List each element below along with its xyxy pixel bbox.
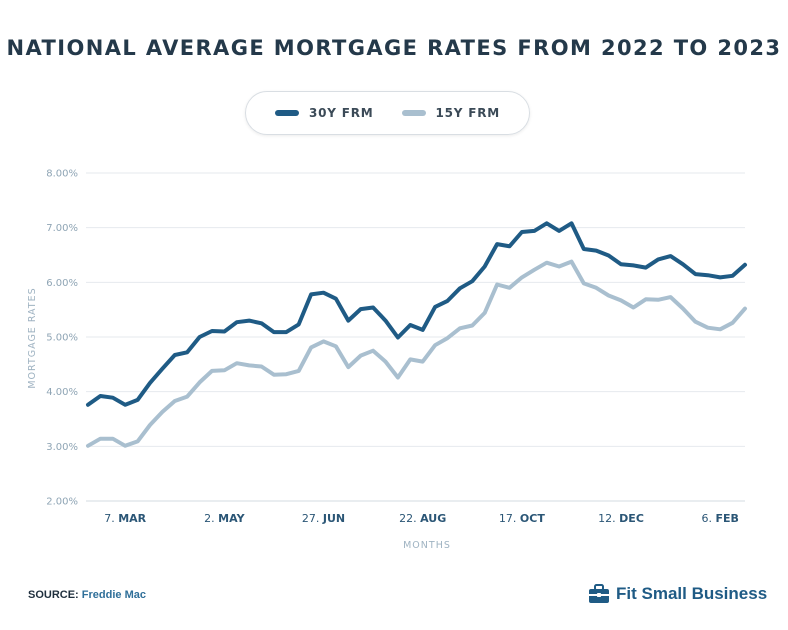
briefcase-icon [589,584,609,603]
source-note: SOURCE: Freddie Mac [28,589,146,601]
brand-logo: Fit Small Business [588,584,767,604]
y-tick-label: 3.00% [46,442,78,453]
y-axis-label: MORTGAGE RATES [27,287,38,388]
x-tick-label: 27. JUN [302,512,345,525]
y-tick-label: 4.00% [46,387,78,398]
legend-item-30y[interactable]: 30Y FRM [274,106,374,120]
x-axis-label: MONTHS [403,540,451,551]
x-tick-label: 6. FEB [701,512,738,525]
chart-series [86,221,747,448]
series-line-30y[interactable] [86,221,747,407]
series-line-15y[interactable] [86,259,747,448]
y-tick-label: 2.00% [46,497,78,508]
x-tick-label: 12. DEC [598,512,644,525]
chart-title: NATIONAL AVERAGE MORTGAGE RATES FROM 202… [6,36,782,60]
legend-swatch-30y [274,110,299,116]
x-tick-label: 2. MAY [204,512,245,525]
y-tick-label: 8.00% [46,169,78,180]
y-tick-label: 7.00% [46,223,78,234]
grid-lines [86,172,745,502]
legend-swatch-15y [401,110,426,116]
brand-name: Fit Small Business [616,584,768,603]
x-axis-ticks: 7. MAR 2. MAY 27. JUN 22. AUG 17. OCT 12. DEC… [104,512,739,525]
x-tick-label: 22. AUG [399,512,446,525]
source-value: Freddie Mac [81,589,146,601]
x-tick-label: 17. OCT [499,512,545,525]
legend-label-30y: 30Y FRM [308,106,374,120]
y-axis-ticks: 8.00% 7.00% 6.00% 5.00% 4.00% 3.00% 2.00% [46,169,78,508]
y-tick-label: 6.00% [46,278,78,289]
x-tick-label: 7. MAR [104,512,146,525]
legend-item-15y[interactable]: 15Y FRM [401,106,501,120]
legend-label-15y: 15Y FRM [435,106,501,120]
chart-legend: 30Y FRM 15Y FRM [245,91,530,135]
source-label: SOURCE: [28,589,79,601]
y-tick-label: 5.00% [46,333,78,344]
